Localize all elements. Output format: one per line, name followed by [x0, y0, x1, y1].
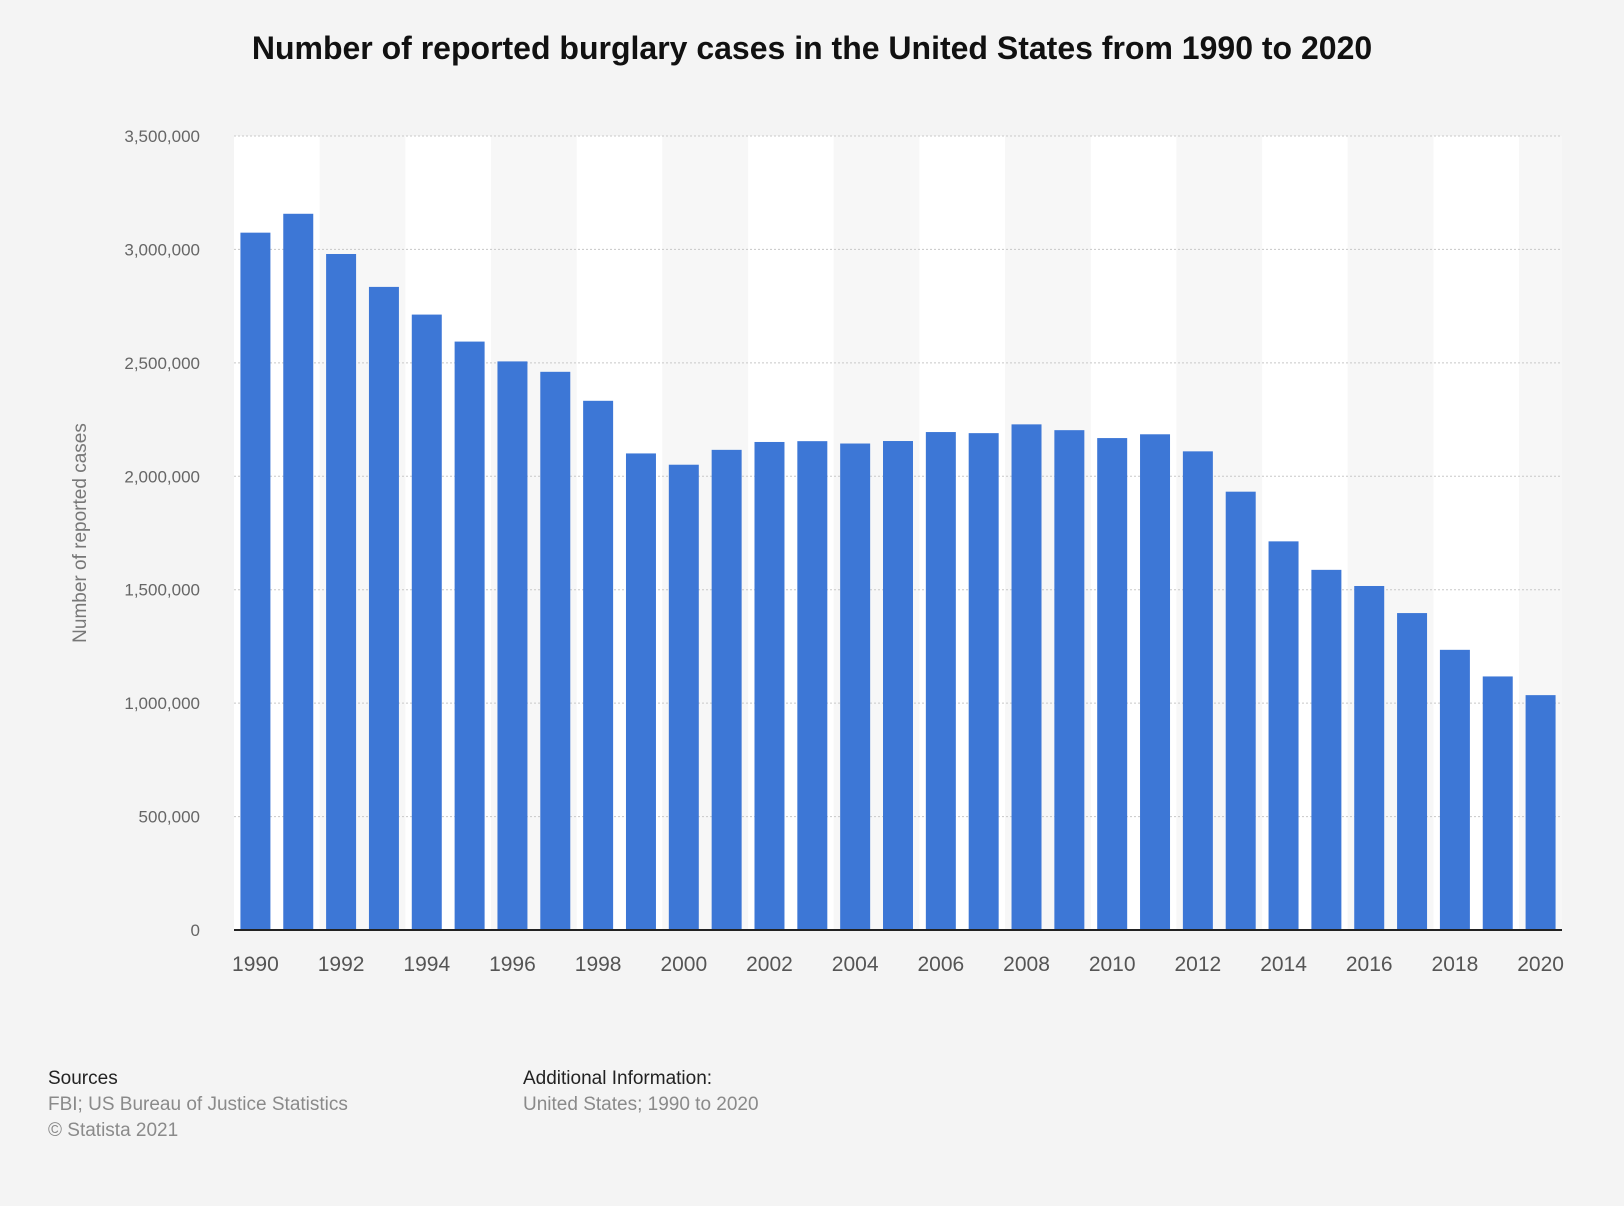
x-tick-label: 1996	[489, 953, 536, 976]
x-tick-label: 2010	[1089, 953, 1136, 976]
sources-block: Sources FBI; US Bureau of Justice Statis…	[48, 1066, 348, 1144]
bar-1995[interactable]	[454, 341, 485, 931]
bar-2010[interactable]	[1097, 438, 1128, 930]
bar-1994[interactable]	[411, 314, 442, 930]
chart-title: Number of reported burglary cases in the…	[251, 30, 1373, 66]
y-tick-label: 3,500,000	[124, 127, 200, 146]
y-axis-label: Number of reported cases	[70, 423, 91, 643]
y-tick-label: 500,000	[139, 808, 200, 827]
x-tick-label: 2008	[1003, 953, 1050, 976]
bar-2008[interactable]	[1011, 424, 1042, 930]
x-tick-label: 2000	[660, 953, 707, 976]
bar-1996[interactable]	[497, 361, 528, 930]
bar-2013[interactable]	[1225, 491, 1256, 930]
bars	[240, 213, 1556, 931]
x-axis-ticks: 1990 1992 1994 1996 1998 2000 2002 2004 2006 2008…	[232, 953, 1564, 976]
additional-info-block: Additional Information: United States; 1…	[523, 1066, 759, 1118]
bar-2012[interactable]	[1182, 451, 1213, 930]
bar-2019[interactable]	[1482, 676, 1513, 930]
y-axis-ticks: 0 500,000 1,000,000 1,500,000 2,000,000 2,500…	[124, 127, 200, 940]
x-tick-label: 2016	[1346, 953, 1393, 976]
bar-2006[interactable]	[925, 432, 956, 930]
x-tick-label: 1992	[318, 953, 365, 976]
bar-1998[interactable]	[583, 400, 614, 931]
bar-2017[interactable]	[1397, 613, 1428, 930]
y-tick-label: 2,500,000	[124, 354, 200, 373]
x-tick-label: 1990	[232, 953, 279, 976]
bar-2015[interactable]	[1311, 569, 1342, 930]
bar-2018[interactable]	[1439, 649, 1470, 930]
x-tick-label: 2012	[1175, 953, 1222, 976]
x-tick-label: 2004	[832, 953, 879, 976]
bar-1992[interactable]	[326, 253, 357, 930]
sources-text: FBI; US Bureau of Justice Statistics	[48, 1094, 348, 1115]
x-tick-label: 2014	[1260, 953, 1307, 976]
bar-2011[interactable]	[1140, 434, 1171, 930]
y-tick-label: 3,000,000	[124, 240, 200, 259]
bar-2002[interactable]	[754, 441, 785, 930]
y-tick-label: 2,000,000	[124, 467, 200, 486]
additional-info-text: United States; 1990 to 2020	[523, 1094, 759, 1115]
x-tick-label: 2002	[746, 953, 793, 976]
bar-1990[interactable]	[240, 232, 271, 930]
bar-2005[interactable]	[883, 441, 913, 930]
copyright-text: © Statista 2021	[48, 1120, 179, 1141]
bar-2004[interactable]	[840, 443, 871, 930]
bar-2001[interactable]	[711, 449, 742, 930]
bar-2020[interactable]	[1525, 695, 1556, 930]
bar-2007[interactable]	[968, 433, 999, 930]
bar-2016[interactable]	[1354, 585, 1385, 930]
x-tick-label: 2018	[1432, 953, 1479, 976]
sources-heading: Sources	[48, 1068, 118, 1089]
bar-1991[interactable]	[283, 213, 314, 931]
x-tick-label: 1994	[403, 953, 450, 976]
bar-2003[interactable]	[797, 441, 828, 930]
bar-1993[interactable]	[368, 286, 399, 930]
x-tick-label: 2006	[917, 953, 964, 976]
bar-1997[interactable]	[540, 371, 571, 930]
x-tick-label: 2020	[1517, 953, 1564, 976]
x-tick-label: 1998	[575, 953, 622, 976]
y-tick-label: 0	[191, 921, 200, 940]
bar-2014[interactable]	[1268, 541, 1299, 930]
bar-2000[interactable]	[668, 464, 699, 930]
y-tick-label: 1,500,000	[124, 581, 200, 600]
bar-2009[interactable]	[1054, 430, 1085, 930]
bar-1999[interactable]	[625, 453, 656, 930]
additional-info-heading: Additional Information:	[523, 1068, 713, 1089]
y-tick-label: 1,000,000	[124, 694, 200, 713]
